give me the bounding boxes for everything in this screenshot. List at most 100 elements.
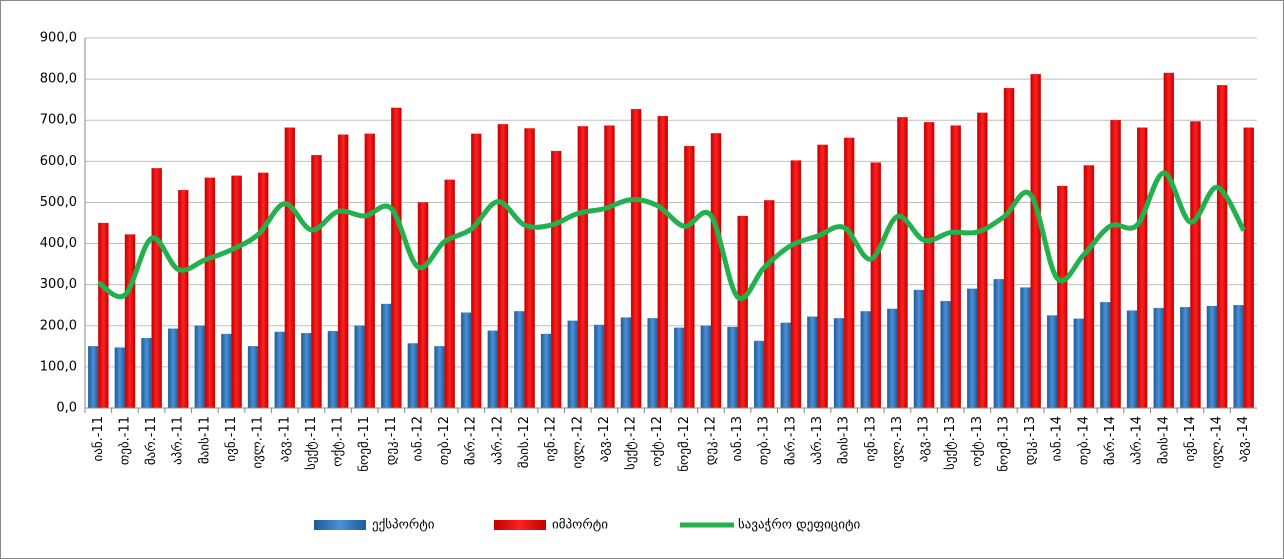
bar bbox=[780, 322, 792, 409]
bar bbox=[950, 125, 961, 409]
legend-swatch bbox=[494, 520, 546, 530]
x-tick-label: ივნ.-13 bbox=[863, 416, 878, 462]
bar bbox=[630, 108, 642, 409]
bar bbox=[1003, 88, 1015, 409]
y-tick-label: 600,0 bbox=[40, 154, 77, 169]
bar bbox=[1163, 72, 1175, 409]
bar bbox=[124, 234, 136, 409]
bar bbox=[151, 168, 162, 409]
bar bbox=[807, 316, 818, 409]
x-tick-label: მარ.-12 bbox=[464, 416, 479, 465]
x-tick-label: ოქტ.-12 bbox=[650, 416, 665, 467]
y-tick-label: 800,0 bbox=[40, 72, 77, 87]
x-tick-label: ივლ.-13 bbox=[890, 416, 905, 469]
bar bbox=[471, 133, 482, 409]
legend-label: იმპორტი bbox=[552, 518, 608, 533]
bar bbox=[1153, 307, 1164, 409]
x-tick-label: სექტ.-13 bbox=[943, 416, 958, 470]
x-tick-label: ივნ.-14 bbox=[1183, 416, 1198, 462]
bar bbox=[594, 324, 605, 409]
bar bbox=[684, 145, 695, 409]
x-tick-label: ივლ.-14 bbox=[1210, 416, 1225, 469]
x-tick-label: აგვ.-13 bbox=[917, 416, 932, 462]
x-tick-label: იან.-12 bbox=[410, 416, 425, 462]
x-tick-label: ივლ.-11 bbox=[251, 416, 266, 469]
bar bbox=[764, 200, 775, 409]
x-tick-label: სექტ.-12 bbox=[624, 416, 639, 470]
bar bbox=[1046, 315, 1058, 409]
x-tick-label: თებ.-11 bbox=[117, 416, 132, 465]
x-tick-label: მაის-14 bbox=[1156, 416, 1171, 464]
bar bbox=[940, 300, 951, 409]
legend-swatch bbox=[314, 520, 366, 530]
bar bbox=[1126, 310, 1138, 409]
bar bbox=[860, 311, 871, 409]
legend-label: ექსპორტი bbox=[372, 518, 435, 533]
bar bbox=[977, 112, 988, 409]
x-tick-label: იან.-14 bbox=[1050, 416, 1065, 462]
bar bbox=[967, 288, 978, 409]
bar bbox=[141, 337, 152, 409]
y-tick-label: 700,0 bbox=[40, 113, 77, 128]
x-tick-label: აპრ.-11 bbox=[171, 416, 186, 465]
bar bbox=[257, 172, 269, 409]
x-tick-label: თებ.-12 bbox=[437, 416, 452, 465]
bar bbox=[1030, 74, 1041, 409]
legend-label: სავაჭრო დეფიციტი bbox=[738, 518, 860, 533]
bar bbox=[274, 331, 285, 409]
bar bbox=[524, 128, 535, 409]
bar bbox=[913, 289, 925, 409]
bar bbox=[1216, 85, 1228, 409]
bar bbox=[923, 122, 935, 409]
y-tick-label: 300,0 bbox=[40, 277, 77, 292]
x-tick-label: დეკ.-11 bbox=[384, 416, 399, 465]
bar bbox=[301, 333, 312, 409]
x-tick-label: მარ.-11 bbox=[144, 416, 159, 465]
bar bbox=[1136, 127, 1148, 409]
x-tick-label: მაის.-12 bbox=[517, 416, 532, 468]
bar bbox=[417, 202, 429, 409]
bar bbox=[550, 150, 562, 409]
bar bbox=[514, 311, 525, 409]
bar bbox=[647, 318, 658, 409]
bar bbox=[737, 215, 748, 409]
bar bbox=[817, 144, 828, 409]
x-tick-label: მაის-11 bbox=[197, 416, 212, 464]
bar bbox=[311, 155, 322, 409]
bar bbox=[727, 326, 738, 409]
x-tick-label: თებ.-14 bbox=[1076, 416, 1091, 465]
x-tick-label: აპრ.-13 bbox=[810, 416, 825, 465]
bar bbox=[337, 134, 349, 409]
bar bbox=[434, 346, 445, 409]
x-tick-label: აგვ.-11 bbox=[277, 416, 292, 462]
bar bbox=[833, 318, 845, 409]
y-tick-label: 500,0 bbox=[40, 195, 77, 210]
bar bbox=[167, 328, 179, 409]
x-tick-label: ივლ.-12 bbox=[570, 416, 585, 469]
bar bbox=[1073, 318, 1085, 409]
x-tick-label: ივნ.-11 bbox=[224, 416, 239, 462]
bar bbox=[247, 346, 259, 409]
bar bbox=[604, 125, 615, 409]
bar bbox=[497, 124, 509, 409]
y-tick-label: 200,0 bbox=[40, 318, 77, 333]
y-tick-label: 400,0 bbox=[40, 236, 77, 251]
y-tick-label: 0,0 bbox=[56, 401, 77, 416]
bar bbox=[870, 162, 882, 409]
bar bbox=[444, 179, 455, 409]
line bbox=[96, 170, 1246, 302]
bar bbox=[577, 126, 589, 409]
bar bbox=[674, 327, 685, 409]
bar bbox=[657, 115, 668, 409]
bar bbox=[567, 320, 578, 409]
bar bbox=[753, 340, 765, 409]
bar bbox=[700, 325, 712, 409]
bar bbox=[1057, 185, 1068, 409]
x-tick-label: დეკ.-12 bbox=[703, 416, 718, 465]
x-tick-label: აპრ.-14 bbox=[1130, 416, 1145, 465]
x-tick-label: ნოემ.-11 bbox=[357, 416, 372, 472]
x-tick-label: იან.-13 bbox=[730, 416, 745, 462]
x-tick-label: ოქტ.-13 bbox=[970, 416, 985, 467]
bar bbox=[1206, 305, 1218, 409]
